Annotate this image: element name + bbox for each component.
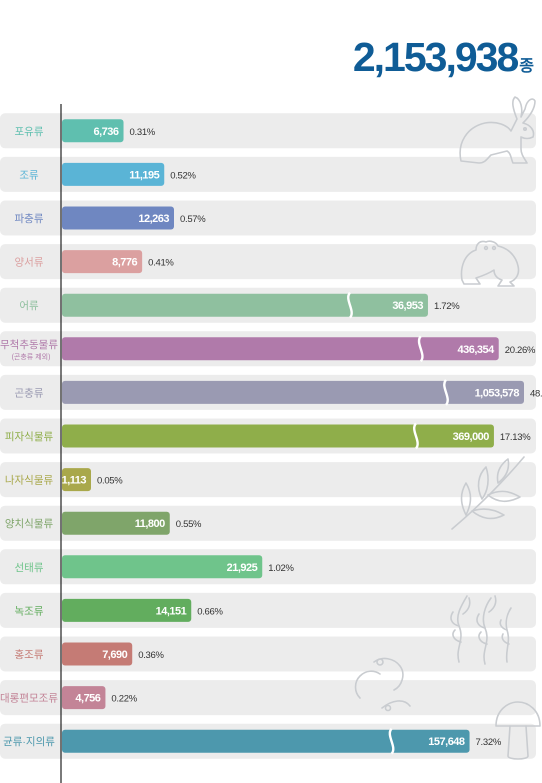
leaf-icon: [451, 456, 525, 530]
value-label: 36,953: [392, 300, 423, 312]
row-background: [0, 462, 536, 498]
axis-break-mark: [388, 727, 395, 755]
value-label: 11,800: [135, 518, 165, 530]
percent-label: 0.52%: [170, 170, 196, 181]
category-label: 조류: [19, 169, 39, 181]
category-label: 선태류: [15, 562, 44, 574]
category-label: 양서류: [15, 257, 44, 269]
bar: [62, 337, 499, 361]
value-label: 6,736: [93, 126, 118, 138]
category-label: 어류: [19, 300, 39, 312]
category-label: 피자식물류: [5, 431, 54, 443]
percent-label: 0.41%: [148, 258, 174, 269]
percent-label: 20.26%: [505, 345, 536, 356]
frog-icon: [460, 240, 520, 287]
axis-break-mark: [417, 335, 424, 363]
value-label: 4,756: [75, 693, 100, 705]
value-label: 8,776: [112, 257, 137, 269]
value-label: 369,000: [453, 431, 490, 443]
row-background: [0, 636, 536, 672]
category-label: 균류·지의류: [3, 736, 55, 748]
rabbit-icon: [459, 96, 536, 164]
value-label: 11,195: [129, 169, 159, 181]
axis-break-mark: [413, 422, 419, 450]
percent-label: 0.57%: [180, 214, 206, 225]
percent-label: 0.31%: [130, 127, 156, 138]
bar: [62, 424, 494, 448]
axis-break-mark: [443, 379, 449, 406]
category-label: 포유류: [15, 126, 44, 138]
row-background: [0, 113, 536, 149]
category-label: 홍조류: [15, 648, 44, 661]
category-label: 양치식물류: [5, 518, 54, 530]
value-label: 12,263: [138, 213, 169, 225]
category-label: 대롱편모조류: [0, 692, 58, 705]
bar: [62, 468, 91, 492]
category-sublabel: (곤충류 제외): [12, 352, 51, 361]
bar: [62, 293, 428, 317]
percent-label: 17.13%: [500, 432, 531, 443]
percent-label: 0.66%: [197, 606, 223, 617]
value-label: 1,113: [62, 475, 87, 487]
category-label: 나자식물류: [5, 475, 54, 487]
bar: [62, 206, 174, 230]
value-label: 436,354: [457, 344, 495, 356]
percent-label: 0.55%: [176, 519, 202, 530]
value-label: 157,648: [428, 736, 465, 748]
total-unit: 종: [519, 58, 534, 75]
bar: [62, 250, 143, 274]
bar: [62, 119, 124, 143]
bar: [62, 598, 192, 622]
bar: [62, 511, 170, 535]
red-algae-icon: [354, 657, 411, 712]
value-label: 14,151: [156, 605, 187, 617]
value-label: 7,690: [102, 649, 127, 661]
bar: [62, 729, 470, 753]
value-label: 1,053,578: [475, 387, 520, 399]
percent-label: 48.91%: [530, 388, 542, 399]
bar: [62, 162, 165, 186]
percent-label: 1.72%: [434, 301, 460, 312]
category-label: 녹조류: [15, 605, 44, 617]
bar: [62, 642, 133, 666]
row-background: [0, 680, 536, 716]
bar: [62, 686, 106, 710]
category-label: 파충류: [15, 213, 44, 225]
value-label: 21,925: [227, 562, 258, 574]
axis-break-mark: [347, 291, 353, 319]
percent-label: 0.05%: [97, 476, 123, 487]
percent-label: 0.36%: [138, 650, 164, 661]
mushroom-icon: [495, 701, 541, 760]
percent-label: 7.32%: [476, 737, 502, 748]
category-label: 곤충류: [15, 387, 44, 399]
seaweed-icon: [450, 595, 512, 665]
total-value: 2,153,938: [352, 34, 519, 80]
bar: [62, 380, 524, 404]
percent-label: 1.02%: [268, 563, 294, 574]
category-label: 무척추동물류: [0, 339, 58, 351]
percent-label: 0.22%: [111, 694, 137, 705]
bar: [62, 555, 263, 579]
total-species-count: 2,153,938 종: [353, 34, 534, 81]
